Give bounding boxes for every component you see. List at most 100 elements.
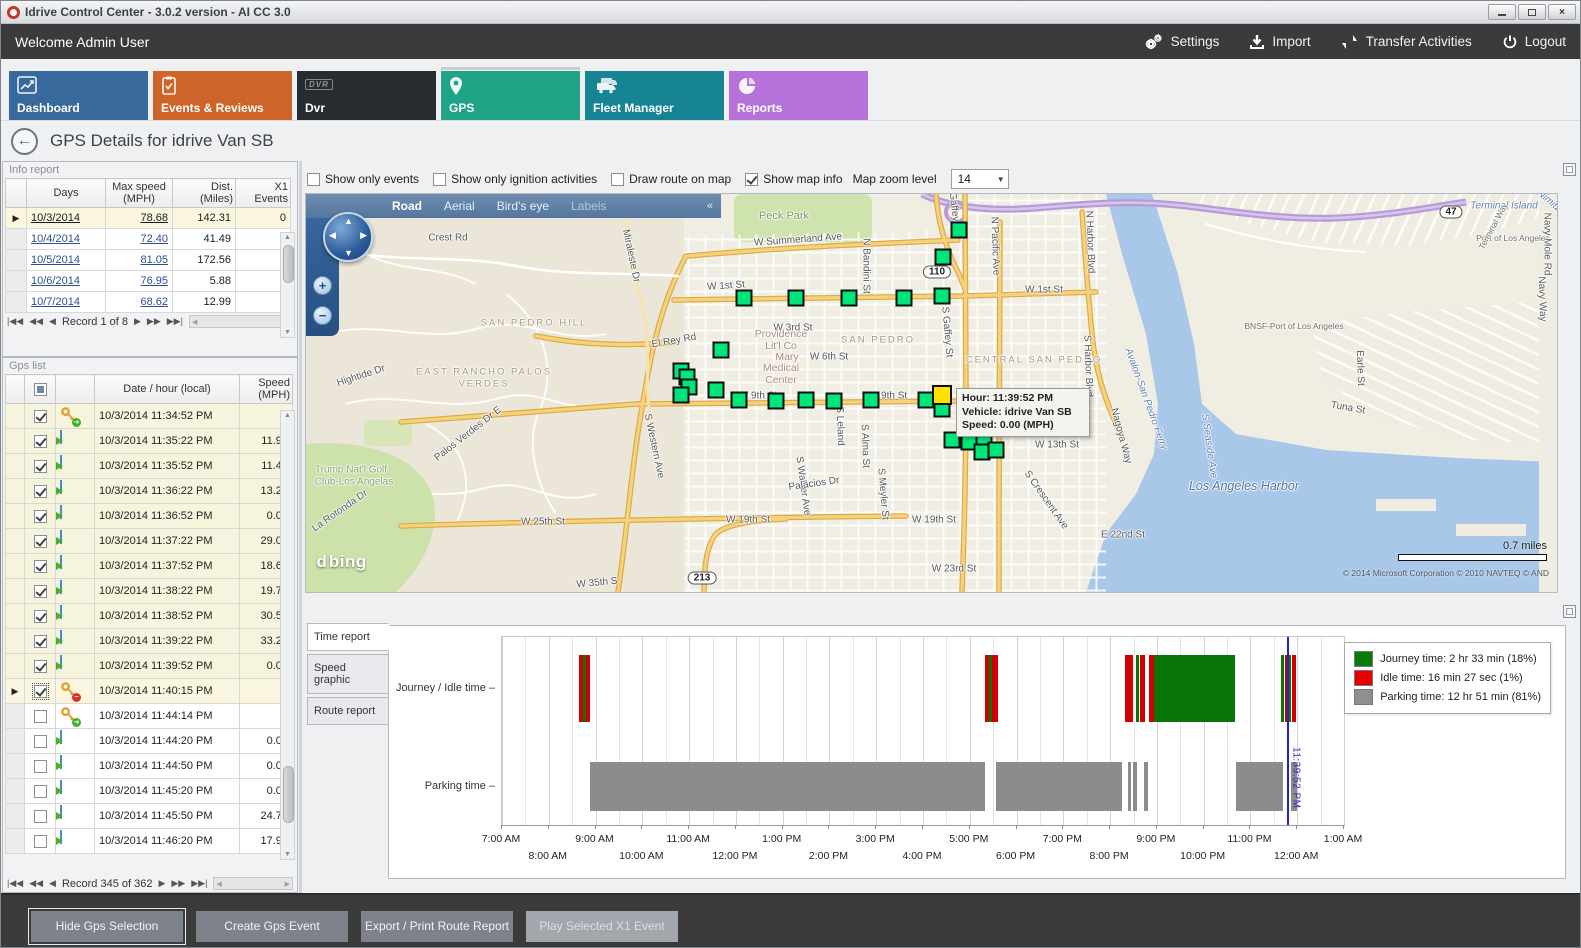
- tab-gps[interactable]: GPS: [441, 67, 580, 120]
- pager-next-button[interactable]: ▶: [158, 878, 166, 888]
- tab-dashboard[interactable]: Dashboard: [9, 71, 148, 120]
- pager-hscrollbar[interactable]: ◀▶: [188, 315, 293, 328]
- row-checkbox[interactable]: [33, 809, 47, 823]
- pager-nextpage-button[interactable]: ▶▶: [171, 878, 186, 888]
- gps-marker[interactable]: [840, 289, 858, 307]
- map-option-checkbox[interactable]: [611, 172, 625, 186]
- table-row[interactable]: 10/3/2014 11:36:22 PM 13.28: [5, 478, 293, 504]
- table-row[interactable]: 10/3/2014 11:37:52 PM 18.63: [5, 553, 293, 579]
- table-row[interactable]: 10/3/2014 11:39:52 PM 0.00: [5, 653, 293, 679]
- table-row[interactable]: 10/3/2014 11:38:22 PM 19.70: [5, 578, 293, 604]
- row-checkbox[interactable]: [33, 409, 47, 423]
- info-col-header[interactable]: Max speed (MPH): [105, 178, 173, 208]
- row-checkbox[interactable]: [33, 434, 47, 448]
- maximize-button[interactable]: [1518, 4, 1546, 20]
- map-zoom-in-button[interactable]: +: [313, 276, 332, 295]
- map-option-checkbox[interactable]: [745, 172, 759, 186]
- table-row[interactable]: ➜ 10/3/2014 11:34:52 PM: [5, 403, 293, 429]
- row-checkbox[interactable]: [33, 784, 47, 798]
- max-speed-link[interactable]: 81.05: [140, 254, 168, 266]
- row-checkbox[interactable]: [33, 634, 47, 648]
- topbar-action-logout[interactable]: Logout: [1502, 34, 1566, 50]
- table-row[interactable]: ▶ − 10/3/2014 11:40:15 PM: [5, 678, 293, 704]
- minimize-button[interactable]: [1488, 4, 1516, 20]
- gps-marker[interactable]: [712, 341, 730, 359]
- table-row[interactable]: ➜ 10/3/2014 11:44:14 PM: [5, 703, 293, 729]
- pager-last-button[interactable]: ▶▶|: [166, 316, 183, 326]
- tab-dvr[interactable]: DVR Dvr: [297, 71, 436, 120]
- export-print-route-report-button[interactable]: Export / Print Route Report: [361, 910, 513, 942]
- selected-gps-marker[interactable]: [932, 385, 952, 405]
- gps-marker[interactable]: [934, 248, 952, 266]
- topbar-action-import[interactable]: Import: [1249, 34, 1311, 50]
- gps-marker[interactable]: [862, 391, 880, 409]
- max-speed-link[interactable]: 78.68: [140, 212, 168, 224]
- chart-tab-speed-graphic[interactable]: Speed graphic: [307, 654, 389, 694]
- pager-prev-button[interactable]: ◀: [49, 316, 56, 326]
- table-row[interactable]: 10/3/2014 11:37:22 PM 29.05: [5, 528, 293, 554]
- gps-table-scrollbar[interactable]: ▲ ▼: [280, 410, 295, 860]
- table-row[interactable]: 10/3/2014 11:38:52 PM 30.55: [5, 603, 293, 629]
- info-col-header[interactable]: Dist. (Miles): [172, 178, 236, 208]
- chart-panel-maximize-button[interactable]: [1563, 605, 1576, 618]
- gps-marker[interactable]: [767, 392, 785, 410]
- pager-last-button[interactable]: ▶▶|: [191, 878, 208, 888]
- select-all-checkbox[interactable]: [33, 382, 47, 396]
- map-view-tab-birdseye[interactable]: Bird's eye: [496, 199, 549, 213]
- tab-fleet[interactable]: Fleet Manager: [585, 71, 724, 120]
- gps-marker[interactable]: [895, 289, 913, 307]
- back-button[interactable]: ←: [11, 127, 38, 155]
- row-checkbox[interactable]: [33, 659, 47, 673]
- date-col-header[interactable]: Date / hour (local): [94, 374, 240, 404]
- map-view-tab-aerial[interactable]: Aerial: [444, 199, 475, 213]
- day-link[interactable]: 10/3/2014: [31, 212, 80, 224]
- map-canvas[interactable]: Peck Park Crest Rd W Summerland Ave Mirales…: [305, 193, 1558, 593]
- table-row[interactable]: 10/3/2014 11:44:20 PM 0.00: [5, 728, 293, 754]
- gps-marker[interactable]: [933, 287, 951, 305]
- hide-gps-selection-button[interactable]: Hide Gps Selection: [31, 910, 183, 942]
- gps-marker[interactable]: [787, 289, 805, 307]
- table-row[interactable]: 10/3/2014 11:35:22 PM 11.97: [5, 428, 293, 454]
- row-checkbox[interactable]: [33, 584, 47, 598]
- pager-next-button[interactable]: ▶: [134, 316, 141, 326]
- table-row[interactable]: 10/3/2014 11:45:20 PM 0.00: [5, 778, 293, 804]
- pager-nextpage-button[interactable]: ▶▶: [146, 316, 161, 326]
- max-speed-link[interactable]: 68.62: [140, 296, 168, 308]
- max-speed-link[interactable]: 76.95: [140, 275, 168, 287]
- day-link[interactable]: 10/5/2014: [31, 254, 80, 266]
- topbar-action-settings[interactable]: Settings: [1144, 33, 1219, 51]
- row-checkbox[interactable]: [33, 484, 47, 498]
- row-checkbox[interactable]: [33, 834, 47, 848]
- max-speed-link[interactable]: 72.40: [140, 233, 168, 245]
- speed-col-header[interactable]: Speed (MPH): [239, 374, 293, 404]
- pager-first-button[interactable]: |◀◀: [7, 316, 24, 326]
- map-view-tab-road[interactable]: Road: [392, 199, 422, 213]
- map-zoom-level-select[interactable]: 14 ▼: [950, 169, 1009, 189]
- info-col-header[interactable]: Days: [26, 178, 106, 208]
- day-link[interactable]: 10/4/2014: [31, 233, 80, 245]
- pager-prevpage-button[interactable]: ◀◀: [29, 878, 44, 888]
- row-checkbox[interactable]: [33, 559, 47, 573]
- pager-hscrollbar[interactable]: ◀▶: [213, 877, 293, 890]
- tab-events[interactable]: Events & Reviews: [153, 71, 292, 120]
- row-checkbox[interactable]: [33, 709, 47, 723]
- topbar-action-transfer[interactable]: Transfer Activities: [1341, 33, 1472, 51]
- info-table-scrollbar[interactable]: ▲ ▼: [280, 232, 295, 338]
- map-panel-maximize-button[interactable]: [1563, 163, 1576, 176]
- close-button[interactable]: ×: [1548, 4, 1576, 20]
- chart-tab-route-report[interactable]: Route report: [307, 697, 389, 725]
- row-checkbox[interactable]: [33, 759, 47, 773]
- gps-marker[interactable]: [825, 392, 843, 410]
- row-checkbox[interactable]: [33, 734, 47, 748]
- info-col-header[interactable]: X1 Events: [235, 178, 291, 208]
- pager-first-button[interactable]: |◀◀: [7, 878, 24, 888]
- gps-marker[interactable]: [735, 289, 753, 307]
- row-checkbox[interactable]: [33, 609, 47, 623]
- chart-tab-time-report[interactable]: Time report: [307, 623, 389, 651]
- map-view-tab-labels[interactable]: Labels: [571, 199, 607, 213]
- table-row[interactable]: ▶ 10/3/2014 78.68 142.31 0: [5, 207, 291, 229]
